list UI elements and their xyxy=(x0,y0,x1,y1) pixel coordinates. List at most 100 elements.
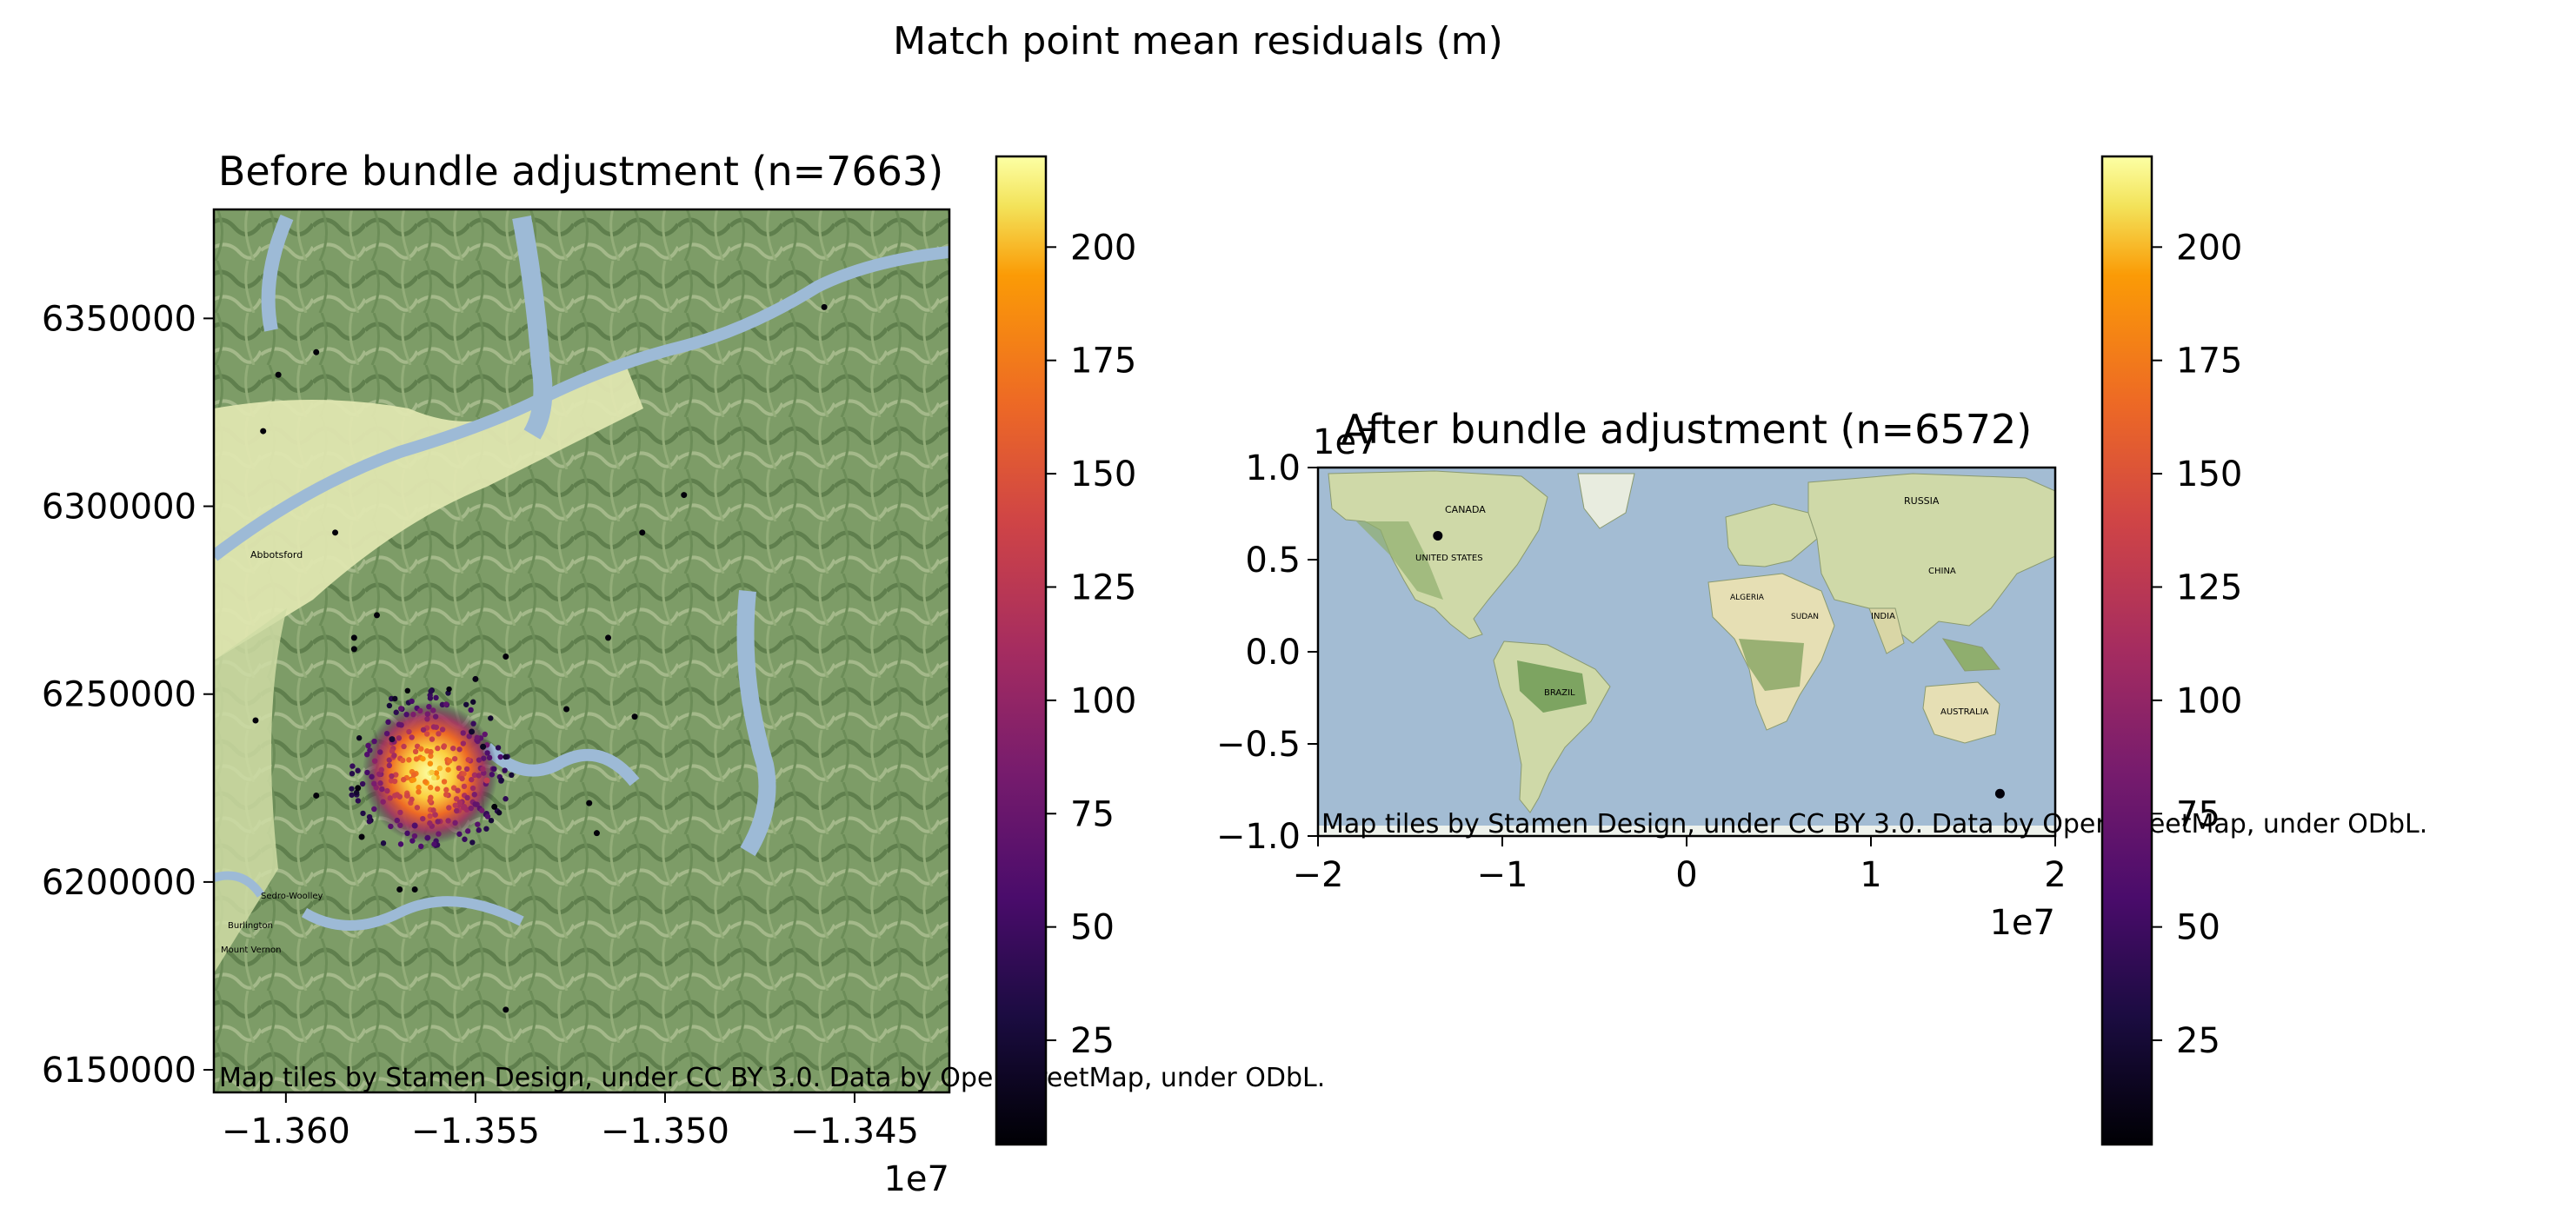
left-y-tick-label: 6300000 xyxy=(42,488,196,528)
cluster-point xyxy=(367,747,373,753)
map-label-india: INDIA xyxy=(1871,612,1895,621)
cluster-point xyxy=(480,766,486,773)
right-x-tick-label: 1 xyxy=(1860,855,1881,895)
map-label-australia: AUSTRALIA xyxy=(1940,707,1989,717)
data-point xyxy=(332,529,339,536)
cluster-point xyxy=(476,773,482,779)
cluster-point xyxy=(484,750,490,756)
map-label-burlington: Burlington xyxy=(228,921,273,931)
fraser-river xyxy=(214,246,949,561)
data-point xyxy=(275,371,282,378)
map-label-sudan: SUDAN xyxy=(1791,613,1819,621)
cluster-point xyxy=(423,779,429,785)
left-x-offset-label: 1e7 xyxy=(883,1159,949,1199)
data-point xyxy=(480,743,487,750)
left-colorbar: 25 50 75 100 125 150 175 200 xyxy=(995,155,1136,1146)
right-attribution: Map tiles by Stamen Design, under CC BY … xyxy=(1321,809,2427,839)
cluster-point xyxy=(397,706,404,712)
cluster-point xyxy=(401,743,407,750)
cluster-point xyxy=(427,798,433,804)
cluster-point xyxy=(472,801,478,807)
cluster-point xyxy=(469,785,476,792)
data-point xyxy=(1433,530,1443,541)
map-label-algeria: ALGERIA xyxy=(1730,594,1765,602)
cluster-point xyxy=(476,827,482,833)
cluster-point xyxy=(392,695,398,702)
cluster-point xyxy=(397,822,403,828)
cluster-point xyxy=(353,789,360,796)
cluster-point xyxy=(366,818,372,825)
cluster-point xyxy=(417,707,423,714)
left-colorbar-tick-label: 25 xyxy=(1070,1021,1115,1061)
cluster-point xyxy=(503,796,509,802)
data-point xyxy=(1994,788,2005,799)
cluster-point xyxy=(502,767,508,773)
cluster-point xyxy=(436,831,442,837)
cluster-point xyxy=(489,772,496,778)
cluster-point xyxy=(428,753,434,760)
cluster-point xyxy=(436,731,442,737)
cluster-point xyxy=(443,786,449,793)
cluster-point xyxy=(410,711,416,718)
data-point xyxy=(503,653,509,660)
cluster-point xyxy=(465,757,471,763)
data-point xyxy=(313,792,320,799)
cluster-point xyxy=(396,793,403,800)
left-colorbar-tick-label: 125 xyxy=(1070,567,1136,607)
cluster-point xyxy=(483,826,489,832)
data-point xyxy=(374,612,381,619)
cluster-point xyxy=(418,843,424,850)
cluster-point xyxy=(435,745,441,752)
left-colorbar-tick-label: 75 xyxy=(1070,794,1115,834)
cluster-point xyxy=(414,805,421,811)
cluster-point xyxy=(420,755,426,762)
left-y-tick-label: 6250000 xyxy=(42,675,196,715)
cluster-point xyxy=(360,810,366,817)
cluster-point xyxy=(475,821,481,827)
right-y-tick-label: 0.0 xyxy=(1245,633,1301,673)
cluster-point xyxy=(428,748,434,755)
cluster-point xyxy=(452,802,458,808)
left-y-tick-label: 6200000 xyxy=(42,863,196,903)
cluster-point xyxy=(396,735,403,741)
cluster-point xyxy=(466,733,472,740)
data-point xyxy=(461,803,468,810)
cluster-point xyxy=(409,838,416,844)
cluster-point xyxy=(427,760,434,766)
cluster-point xyxy=(470,699,476,705)
cluster-point xyxy=(427,785,434,791)
cluster-point xyxy=(424,711,430,717)
right-y-tick-label: 0.5 xyxy=(1245,541,1301,581)
cluster-point xyxy=(389,748,396,754)
left-x-tick-label: −1.360 xyxy=(222,1112,350,1151)
cluster-point xyxy=(383,730,390,737)
cluster-point xyxy=(432,812,438,818)
right-colorbar-tick-label: 175 xyxy=(2176,342,2242,382)
cluster-point xyxy=(423,731,430,737)
cluster-point xyxy=(439,727,446,733)
data-point xyxy=(483,777,490,784)
data-point xyxy=(358,833,365,840)
cluster-point xyxy=(447,758,453,764)
cluster-point xyxy=(349,792,355,798)
left-axes: Before bundle adjustment (n=7663) Abbots… xyxy=(42,148,1325,1199)
cluster-point xyxy=(491,766,497,773)
cluster-point xyxy=(410,777,417,783)
data-point xyxy=(260,428,267,435)
left-colorbar-tick-label: 50 xyxy=(1070,908,1115,948)
map-label-china: CHINA xyxy=(1928,567,1956,576)
cluster-point xyxy=(410,772,417,778)
cluster-point xyxy=(371,806,377,813)
right-axes-title: After bundle adjustment (n=6572) xyxy=(1341,406,2032,453)
cluster-point xyxy=(393,709,399,715)
left-x-tick-label: −1.350 xyxy=(601,1112,729,1151)
cluster-point xyxy=(427,813,433,820)
cluster-point xyxy=(386,702,393,709)
cluster-point xyxy=(416,789,422,795)
right-x-tick-label: −1 xyxy=(1477,855,1528,895)
data-point xyxy=(586,800,593,806)
cluster-point xyxy=(388,778,395,784)
cluster-point xyxy=(371,758,378,764)
cluster-point xyxy=(393,772,399,778)
